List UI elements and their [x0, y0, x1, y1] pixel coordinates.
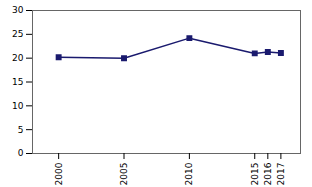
svg-text:2015: 2015 [250, 163, 260, 186]
svg-text:25: 25 [12, 29, 23, 39]
svg-text:2010: 2010 [184, 162, 194, 185]
svg-text:30: 30 [12, 5, 24, 15]
svg-text:2000: 2000 [54, 162, 64, 185]
svg-text:10: 10 [12, 101, 24, 111]
svg-text:20: 20 [12, 53, 24, 63]
svg-text:2016: 2016 [263, 162, 273, 185]
svg-text:15: 15 [12, 77, 23, 87]
svg-text:0: 0 [18, 148, 24, 158]
svg-text:2005: 2005 [119, 163, 129, 186]
svg-text:5: 5 [18, 125, 24, 135]
svg-text:2017: 2017 [276, 163, 286, 186]
